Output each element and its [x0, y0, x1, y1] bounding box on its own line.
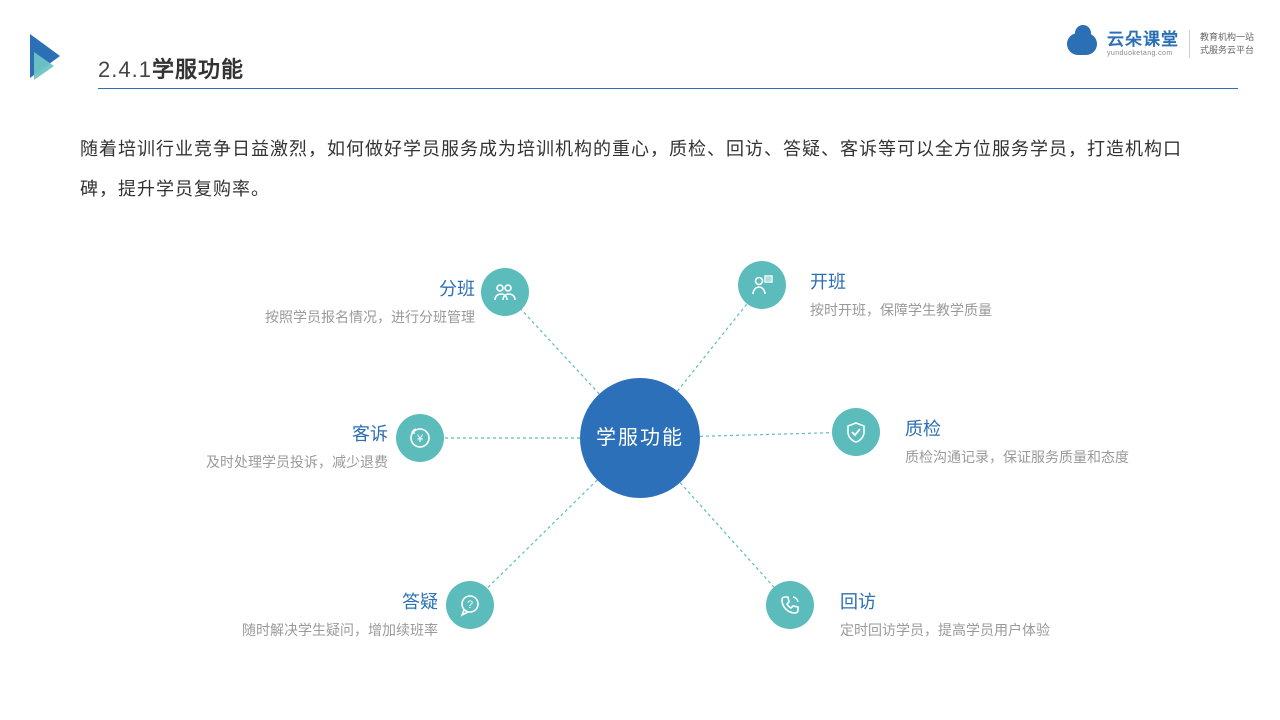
refund-icon	[408, 426, 432, 450]
node-fenban	[481, 268, 529, 316]
logo-url: yunduoketang.com	[1107, 50, 1179, 57]
label-title: 回访	[840, 588, 1050, 614]
spoke-diagram: 学服功能 分班按照学员报名情况，进行分班管理客诉及时处理学员投诉，减少退费答疑随…	[0, 220, 1280, 720]
label-kaiban: 开班按时开班，保障学生教学质量	[810, 268, 992, 320]
label-dayi: 答疑随时解决学生疑问，增加续班率	[242, 588, 438, 640]
label-desc: 及时处理学员投诉，减少退费	[206, 452, 388, 472]
label-desc: 按时开班，保障学生教学质量	[810, 300, 992, 320]
node-zhijian	[832, 408, 880, 456]
label-desc: 质检沟通记录，保证服务质量和态度	[905, 447, 1129, 467]
page-title: 2.4.1学服功能	[98, 52, 244, 84]
node-dayi	[446, 581, 494, 629]
label-title: 客诉	[206, 420, 388, 446]
heading-prefix: 2.4.1	[98, 57, 152, 82]
label-title: 开班	[810, 268, 992, 294]
brand-logo: 云朵课堂 yunduoketang.com 教育机构一站 式服务云平台	[1067, 30, 1256, 58]
teacher-icon	[750, 273, 774, 297]
diagram-hub: 学服功能	[580, 378, 700, 498]
node-kaiban	[738, 261, 786, 309]
shield-icon	[844, 420, 868, 444]
label-kesu: 客诉及时处理学员投诉，减少退费	[206, 420, 388, 472]
question-icon	[458, 593, 482, 617]
label-desc: 按照学员报名情况，进行分班管理	[265, 307, 475, 327]
label-huifang: 回访定时回访学员，提高学员用户体验	[840, 588, 1050, 640]
logo-tagline: 教育机构一站 式服务云平台	[1200, 31, 1256, 56]
label-title: 质检	[905, 415, 1129, 441]
label-title: 分班	[265, 275, 475, 301]
heading-underline	[98, 88, 1238, 89]
phone-icon	[778, 593, 802, 617]
node-huifang	[766, 581, 814, 629]
label-desc: 随时解决学生疑问，增加续班率	[242, 620, 438, 640]
label-zhijian: 质检质检沟通记录，保证服务质量和态度	[905, 415, 1129, 467]
logo-brand: 云朵课堂	[1107, 31, 1179, 48]
label-title: 答疑	[242, 588, 438, 614]
cloud-icon	[1067, 33, 1097, 55]
group-icon	[493, 280, 517, 304]
logo-divider	[1189, 30, 1190, 58]
intro-paragraph: 随着培训行业竞争日益激烈，如何做好学员服务成为培训机构的重心，质检、回访、答疑、…	[80, 130, 1210, 209]
heading-main: 学服功能	[152, 57, 244, 82]
label-desc: 定时回访学员，提高学员用户体验	[840, 620, 1050, 640]
label-fenban: 分班按照学员报名情况，进行分班管理	[265, 275, 475, 327]
node-kesu	[396, 414, 444, 462]
